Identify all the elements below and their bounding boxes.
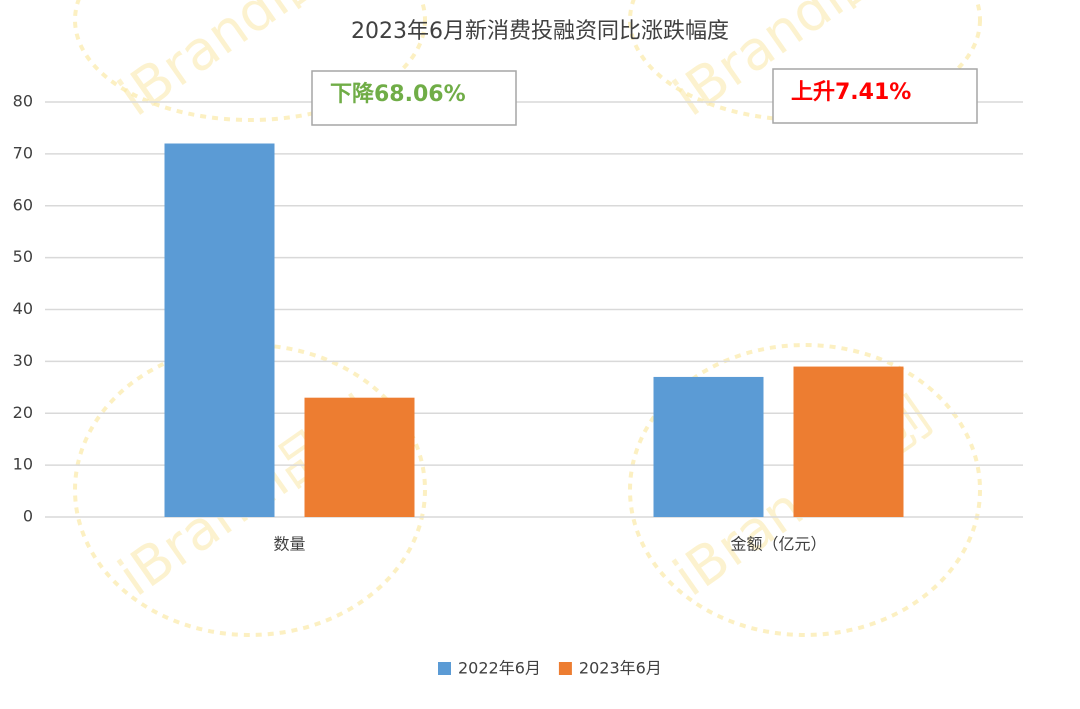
y-tick-label: 30	[13, 351, 33, 370]
legend-swatch	[558, 662, 572, 675]
y-tick-label: 60	[13, 195, 33, 214]
y-tick-label: 80	[13, 92, 33, 111]
legend-label: 2023年6月	[579, 659, 662, 678]
annotation-box	[311, 70, 517, 126]
watermark-ring	[73, 0, 427, 122]
chart-title: 2023年6月新消费投融资同比涨跌幅度	[351, 19, 729, 44]
x-tick-label: 金额（亿元）	[730, 535, 826, 554]
annotation-box	[772, 68, 978, 124]
legend-swatch	[438, 662, 451, 675]
watermark-ring	[73, 343, 427, 637]
y-tick-label: 20	[13, 403, 33, 422]
bar	[653, 376, 764, 517]
y-tick-label: 70	[13, 143, 33, 162]
x-tick-label: 数量	[273, 535, 305, 554]
y-tick-label: 10	[13, 455, 33, 474]
bar	[793, 366, 904, 517]
bar	[164, 143, 275, 517]
y-tick-label: 50	[13, 247, 33, 266]
bar	[304, 397, 415, 517]
annotation: 上升7.41%	[791, 80, 911, 105]
watermark-ring	[628, 343, 982, 637]
y-tick-label: 0	[23, 507, 33, 526]
y-tick-label: 40	[13, 299, 33, 318]
legend-label: 2022年6月	[458, 659, 541, 678]
annotation: 下降68.06%	[330, 82, 466, 107]
